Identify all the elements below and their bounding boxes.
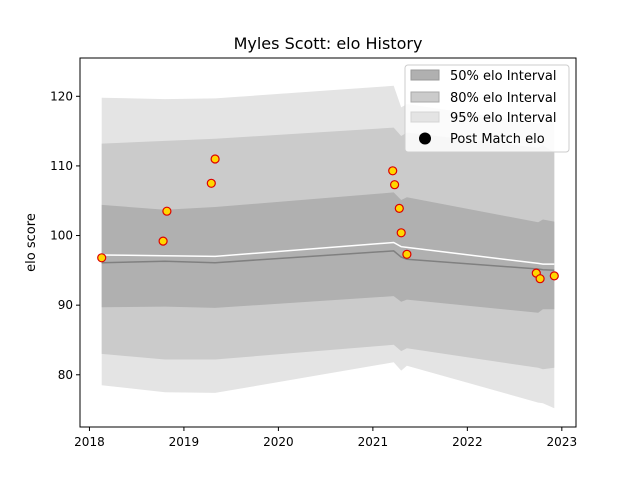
post-match-elo-point [162,206,172,216]
post-match-elo-point [396,228,406,238]
post-match-elo-point [402,249,412,259]
x-tick-label: 2023 [547,435,578,449]
post-match-elo-point [210,154,220,164]
post-match-elo-point [97,253,107,263]
y-axis: 80 90 100 110 120 [50,89,80,382]
legend-marker-dot [419,132,431,145]
post-match-elo-point [549,271,559,281]
post-match-elo-point [206,178,216,188]
y-tick-label: 80 [58,368,73,382]
y-tick-label: 100 [50,229,73,243]
legend-box [404,64,570,153]
y-axis-label: elo score [24,213,39,272]
post-match-elo-point [388,166,398,176]
x-axis: 2018 2019 2020 2021 2022 2023 [74,427,577,449]
axes-frame [79,57,577,428]
legend-label-marker: Post Match elo [450,132,545,147]
legend-label-95: 95% elo Interval [450,111,557,126]
y-tick-label: 110 [50,159,73,173]
legend-label-80: 80% elo Interval [450,91,557,106]
x-tick-label: 2021 [358,435,389,449]
median-elo-line [101,250,555,272]
post-match-markers [97,154,559,284]
legend-swatch-50 [410,69,440,81]
y-tick-label: 120 [50,89,73,103]
x-tick-label: 2018 [74,435,105,449]
legend: 50% elo Interval 80% elo Interval 95% el… [404,64,570,153]
mean-elo-line [101,241,555,265]
x-tick-label: 2022 [452,435,483,449]
post-match-elo-point [158,236,168,246]
legend-swatch-95 [410,111,440,123]
plot-area [97,85,559,409]
chart-title: Myles Scott: elo History [234,34,423,53]
x-tick-label: 2020 [263,435,294,449]
x-tick-label: 2019 [169,435,200,449]
legend-label-50: 50% elo Interval [450,69,557,84]
band-50-interval [101,192,555,313]
post-match-elo-point [390,180,400,190]
post-match-elo-point [535,274,545,284]
legend-swatch-80 [410,91,440,103]
y-tick-label: 90 [58,298,73,312]
post-match-elo-point [394,203,404,213]
